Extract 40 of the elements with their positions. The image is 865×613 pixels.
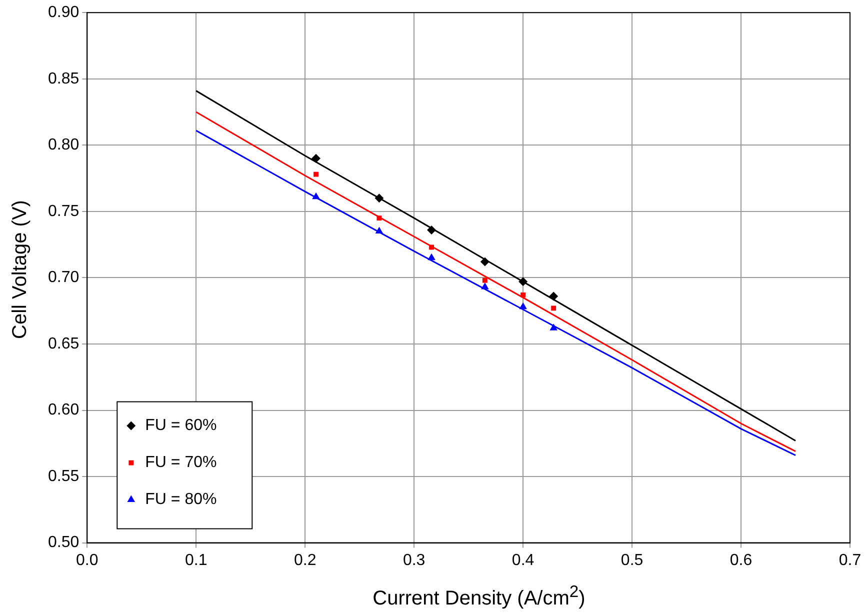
y-tick-label: 0.80: [48, 136, 80, 154]
y-tick-label: 0.75: [48, 202, 80, 220]
point: [550, 324, 558, 330]
point: [374, 194, 384, 203]
x-tick-label: 0.3: [402, 552, 426, 569]
y-tick-label: 0.85: [48, 70, 80, 88]
x-tick-label: 0.1: [184, 552, 208, 569]
point: [549, 292, 558, 301]
y-tick-label: 0.60: [48, 402, 80, 419]
y-tick-label: 0.65: [48, 335, 80, 352]
legend-label: FU = 60%: [145, 417, 217, 434]
point: [518, 277, 528, 286]
x-axis-title: Current Density (A/cm$^{2}$): [372, 582, 586, 611]
legend-label: FU = 70%: [145, 454, 217, 472]
y-tick-label: 0.90: [48, 4, 80, 22]
point: [551, 306, 556, 311]
point: [312, 154, 320, 163]
x-tick-label: 0.6: [730, 552, 752, 569]
point: [376, 216, 382, 221]
legend-label: FU = 80%: [145, 491, 217, 508]
point: [482, 278, 488, 283]
point: [428, 253, 436, 260]
y-tick-label: 0.55: [48, 468, 80, 485]
x-tick-label: 0.4: [512, 552, 534, 569]
point: [375, 226, 384, 234]
point: [480, 257, 490, 266]
y-axis-title: Cell Voltage (V): [8, 200, 32, 338]
x-tick-label: 0.5: [620, 552, 644, 569]
point: [429, 244, 434, 250]
point: [481, 282, 489, 290]
point: [427, 225, 436, 234]
x-tick-label: 0.2: [294, 552, 316, 569]
y-tick-label: 0.70: [48, 269, 80, 286]
point: [519, 302, 527, 310]
x-tick-label: 0.7: [838, 552, 862, 569]
x-tick-label: 0.0: [76, 552, 98, 569]
y-tick-label: 0.50: [48, 534, 80, 552]
point: [314, 172, 318, 177]
point: [520, 292, 526, 298]
point: [312, 192, 320, 200]
